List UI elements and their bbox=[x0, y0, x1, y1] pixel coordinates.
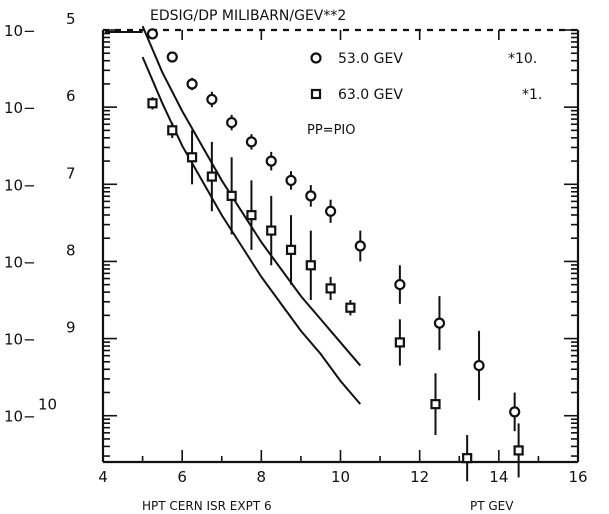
x-tick-label: 10 bbox=[331, 468, 350, 486]
data-point-circle bbox=[394, 278, 406, 291]
data-point-circle bbox=[265, 155, 277, 167]
x-axis-label: PT GEV bbox=[470, 499, 514, 513]
y-tick-label-exponent: 8 bbox=[66, 241, 76, 259]
legend-entry-1-label: 53.0 GEV bbox=[338, 51, 403, 67]
y-tick-label-base: 10− bbox=[4, 331, 36, 349]
y-tick-label-base: 10− bbox=[4, 253, 36, 271]
x-tick-label: 16 bbox=[568, 468, 587, 486]
data-point-square bbox=[430, 399, 441, 410]
data-point-circle bbox=[166, 51, 178, 63]
y-tick-label-base: 10− bbox=[4, 22, 36, 40]
legend-marker-circle bbox=[310, 52, 322, 64]
y-tick-label-exponent: 10 bbox=[38, 396, 57, 414]
data-point-circle bbox=[285, 174, 297, 187]
data-point-circle bbox=[433, 317, 446, 329]
y-tick-label-exponent: 6 bbox=[66, 87, 76, 105]
data-point-square bbox=[345, 302, 356, 313]
y-tick-label-exponent: 7 bbox=[66, 164, 76, 182]
data-point-square bbox=[186, 152, 198, 163]
data-point-square bbox=[325, 283, 336, 294]
y-tick-label-exponent: 5 bbox=[66, 10, 76, 28]
x-axis-caption: HPT CERN ISR EXPT 6 bbox=[142, 499, 272, 513]
data-point-circle bbox=[206, 93, 218, 106]
y-tick-label-exponent: 9 bbox=[66, 319, 76, 337]
data-point-square bbox=[266, 225, 277, 236]
data-point-square bbox=[206, 171, 217, 182]
legend-marker-square bbox=[310, 88, 322, 100]
y-tick-label-base: 10− bbox=[4, 99, 36, 117]
data-point-circle bbox=[186, 78, 198, 90]
data-point-circle bbox=[509, 406, 521, 418]
legend-entry-2-scale: *1. bbox=[522, 87, 542, 103]
data-point-square bbox=[462, 453, 473, 464]
process-label: PP=PIO bbox=[307, 123, 355, 138]
chart-title: EDSIG/DP MILIBARN/GEV**2 bbox=[150, 8, 346, 24]
data-point-circle bbox=[325, 205, 337, 217]
data-point-square bbox=[147, 98, 158, 109]
data-point-circle bbox=[245, 136, 258, 148]
data-point-square bbox=[226, 190, 237, 201]
x-tick-label: 12 bbox=[410, 468, 429, 486]
x-tick-label: 4 bbox=[98, 468, 108, 486]
x-tick-label: 14 bbox=[489, 468, 508, 486]
data-point-circle bbox=[146, 28, 159, 40]
fit-curve-2 bbox=[141, 56, 362, 405]
x-tick-label: 8 bbox=[257, 468, 267, 486]
y-tick-label-base: 10− bbox=[4, 176, 36, 194]
data-point-square bbox=[305, 260, 316, 271]
data-point-square bbox=[246, 210, 257, 221]
data-point-square bbox=[513, 445, 524, 456]
x-tick-label: 6 bbox=[177, 468, 187, 486]
data-point-circle bbox=[354, 240, 366, 252]
data-point-square bbox=[167, 125, 178, 136]
legend-entry-2-label: 63.0 GEV bbox=[338, 87, 403, 103]
data-series bbox=[146, 28, 524, 482]
data-point-circle bbox=[226, 116, 238, 129]
data-point-circle bbox=[305, 190, 317, 202]
legend: 53.0 GEV *10. 63.0 GEV *1. PP=PIO bbox=[307, 51, 542, 138]
y-tick-label-base: 10− bbox=[4, 408, 36, 426]
data-point-square bbox=[285, 244, 297, 255]
legend-entry-1-scale: *10. bbox=[508, 51, 537, 67]
data-point-square bbox=[394, 337, 405, 348]
data-point-circle bbox=[473, 359, 485, 372]
